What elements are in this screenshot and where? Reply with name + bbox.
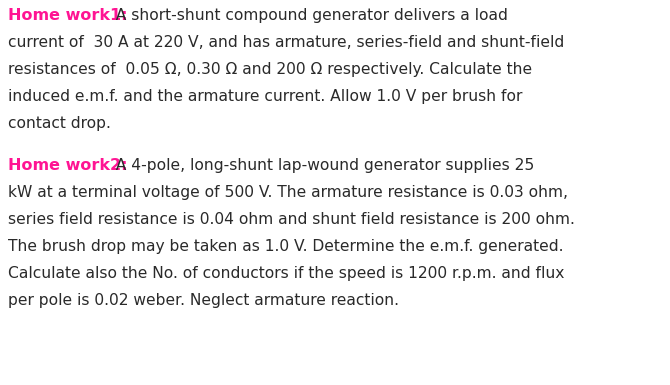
Text: The brush drop may be taken as 1.0 V. Determine the e.m.f. generated.: The brush drop may be taken as 1.0 V. De… [8, 239, 563, 254]
Text: Home work2:: Home work2: [8, 158, 127, 173]
Text: Home work1:: Home work1: [8, 8, 127, 23]
Text: resistances of  0.05 Ω, 0.30 Ω and 200 Ω respectively. Calculate the: resistances of 0.05 Ω, 0.30 Ω and 200 Ω … [8, 62, 532, 77]
Text: A short-shunt compound generator delivers a load: A short-shunt compound generator deliver… [106, 8, 508, 23]
Text: current of  30 A at 220 V, and has armature, series-field and shunt-field: current of 30 A at 220 V, and has armatu… [8, 35, 564, 50]
Text: A 4-pole, long-shunt lap-wound generator supplies 25: A 4-pole, long-shunt lap-wound generator… [106, 158, 535, 173]
Text: induced e.m.f. and the armature current. Allow 1.0 V per brush for: induced e.m.f. and the armature current.… [8, 89, 523, 104]
Text: contact drop.: contact drop. [8, 116, 111, 131]
Text: series field resistance is 0.04 ohm and shunt field resistance is 200 ohm.: series field resistance is 0.04 ohm and … [8, 212, 575, 227]
Text: Calculate also the No. of conductors if the speed is 1200 r.p.m. and flux: Calculate also the No. of conductors if … [8, 266, 564, 281]
Text: per pole is 0.02 weber. Neglect armature reaction.: per pole is 0.02 weber. Neglect armature… [8, 293, 399, 308]
Text: kW at a terminal voltage of 500 V. The armature resistance is 0.03 ohm,: kW at a terminal voltage of 500 V. The a… [8, 185, 568, 200]
